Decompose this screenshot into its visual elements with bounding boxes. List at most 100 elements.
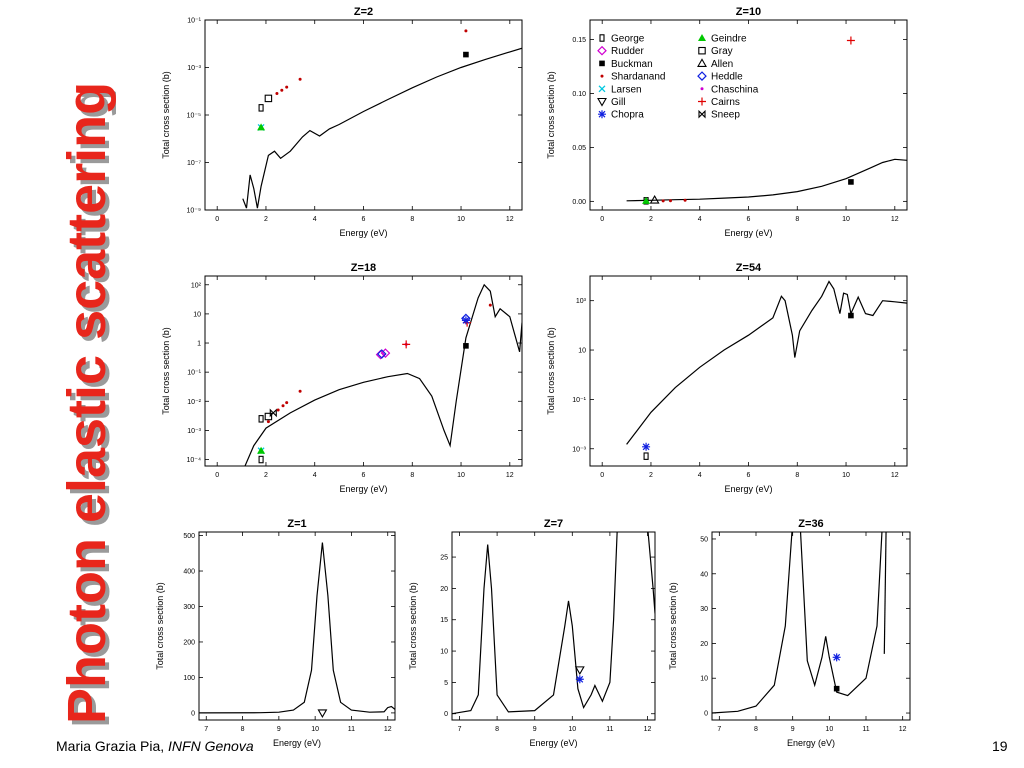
data-point-george: [258, 415, 264, 423]
data-point-george: [258, 455, 264, 464]
plot-frame: [589, 275, 908, 467]
x-tick-label: 10: [457, 216, 465, 223]
x-tick-label: 7: [717, 726, 721, 733]
x-tick-label: 8: [410, 472, 414, 479]
chart-title: Z=7: [544, 518, 563, 530]
slide-title-text: Photon elastic scattering: [57, 82, 116, 724]
y-tick-label: 10: [193, 311, 201, 318]
legend-label: Heddle: [711, 72, 743, 83]
y-tick-label: 10⁻¹: [572, 397, 586, 404]
data-point-shardanand: [488, 303, 492, 307]
x-tick-label: 2: [649, 472, 653, 479]
data-point-shardanand: [276, 408, 280, 412]
legend-label: Cairns: [711, 97, 740, 108]
x-tick-label: 10: [568, 726, 576, 733]
data-point-shardanand: [280, 88, 284, 92]
data-point-chopra: [832, 653, 841, 662]
y-tick-label: 0.00: [572, 199, 586, 206]
x-axis-label: Energy (eV): [273, 738, 321, 748]
data-point-george: [643, 452, 649, 460]
chart-z1: Z=1 7 8 9 10 11 12 0 100 200 300 400 500 Energy (eV) T…: [155, 518, 396, 748]
x-tick-label: 11: [606, 726, 613, 733]
page-number: 19: [992, 738, 1008, 754]
x-tick-label: 12: [891, 472, 899, 479]
x-tick-label: 6: [362, 472, 366, 479]
y-tick-label: 10⁻⁷: [187, 160, 201, 167]
plot-frame: [711, 531, 911, 721]
y-tick-label: 20: [440, 586, 448, 593]
y-tick-label: 10⁻³: [572, 446, 586, 453]
x-axis-label: Energy (eV): [787, 738, 835, 748]
y-tick-label: 10⁻¹: [187, 18, 201, 25]
y-tick-label: 10⁻²: [187, 399, 201, 406]
y-axis-label: Total cross section (b): [408, 582, 418, 670]
y-tick-label: 200: [183, 639, 195, 646]
legend-marker: [597, 97, 607, 107]
legend-label: Chopra: [611, 110, 644, 121]
data-point-shardanand: [661, 199, 665, 203]
legend-label: Buckman: [611, 59, 653, 70]
x-tick-label: 0: [600, 216, 604, 223]
data-point-gray: [264, 94, 273, 103]
chart-title: Z=18: [351, 262, 376, 274]
data-point-heddle: [376, 349, 387, 359]
x-axis-label: Energy (eV): [339, 228, 387, 238]
legend-marker: [700, 87, 704, 91]
chart-z18: Z=18 0 2 4 6 8 10 12 10⁻⁴ 10⁻³ 10⁻² 10⁻¹ 1 10 10² Energ…: [161, 262, 523, 494]
y-tick-label: 0: [191, 710, 195, 717]
chart-title: Z=2: [354, 6, 373, 18]
slide-title: Photon elastic scattering Photon elastic…: [57, 82, 116, 728]
legend-marker: [697, 58, 707, 67]
x-tick-label: 0: [215, 472, 219, 479]
x-axis-label: Energy (eV): [724, 484, 772, 494]
data-point-buckman: [463, 51, 469, 58]
y-tick-label: 30: [700, 606, 708, 613]
plot-frame: [204, 275, 523, 467]
y-tick-label: 10: [440, 649, 448, 656]
y-tick-label: 50: [700, 536, 708, 543]
legend-label: Shardanand: [611, 72, 666, 83]
legend-label: Larsen: [611, 84, 642, 95]
x-tick-label: 12: [384, 726, 392, 733]
chart-title: Z=54: [736, 262, 762, 274]
y-axis-label: Total cross section (b): [161, 327, 171, 415]
y-tick-label: 10⁻¹: [187, 370, 201, 377]
y-tick-label: 10: [700, 676, 708, 683]
x-tick-label: 10: [457, 472, 465, 479]
x-tick-label: 9: [277, 726, 281, 733]
legend-label: Allen: [711, 59, 733, 70]
legend-marker: [698, 97, 706, 106]
data-point-chopra: [461, 316, 470, 325]
data-point-shardanand: [298, 77, 302, 81]
model-curve: [712, 532, 793, 714]
data-point-chopra: [642, 442, 651, 451]
x-tick-label: 11: [862, 726, 869, 733]
x-axis-label: Energy (eV): [529, 738, 577, 748]
legend-marker: [598, 85, 606, 93]
data-point-shardanand: [275, 92, 279, 96]
model-curve: [626, 158, 907, 202]
y-tick-label: 10: [578, 348, 586, 355]
x-tick-label: 6: [747, 472, 751, 479]
data-point-geindre: [257, 446, 266, 454]
y-tick-label: 10⁻³: [187, 428, 201, 435]
x-tick-label: 7: [204, 726, 208, 733]
author-name: Maria Grazia Pia,: [56, 738, 169, 754]
data-point-buckman: [833, 685, 840, 692]
plot-frame: [451, 531, 656, 721]
y-axis-label: Total cross section (b): [546, 71, 556, 159]
affiliation: INFN Genova: [168, 738, 254, 754]
x-tick-label: 9: [791, 726, 795, 733]
chart-z54: Z=54 0 2 4 6 8 10 12 10⁻³ 10⁻¹ 10 10³ Energy (eV) Tot…: [546, 262, 908, 494]
model-curve: [883, 532, 887, 654]
y-tick-label: 40: [700, 571, 708, 578]
y-axis-label: Total cross section (b): [155, 582, 165, 670]
y-tick-label: 0.10: [572, 91, 586, 98]
x-tick-label: 8: [495, 726, 499, 733]
x-tick-label: 12: [891, 216, 899, 223]
x-tick-label: 2: [264, 216, 268, 223]
data-point-shardanand: [266, 420, 270, 424]
data-point-cairns: [402, 340, 411, 349]
y-tick-label: 10²: [191, 282, 202, 289]
data-point-buckman: [463, 343, 469, 349]
